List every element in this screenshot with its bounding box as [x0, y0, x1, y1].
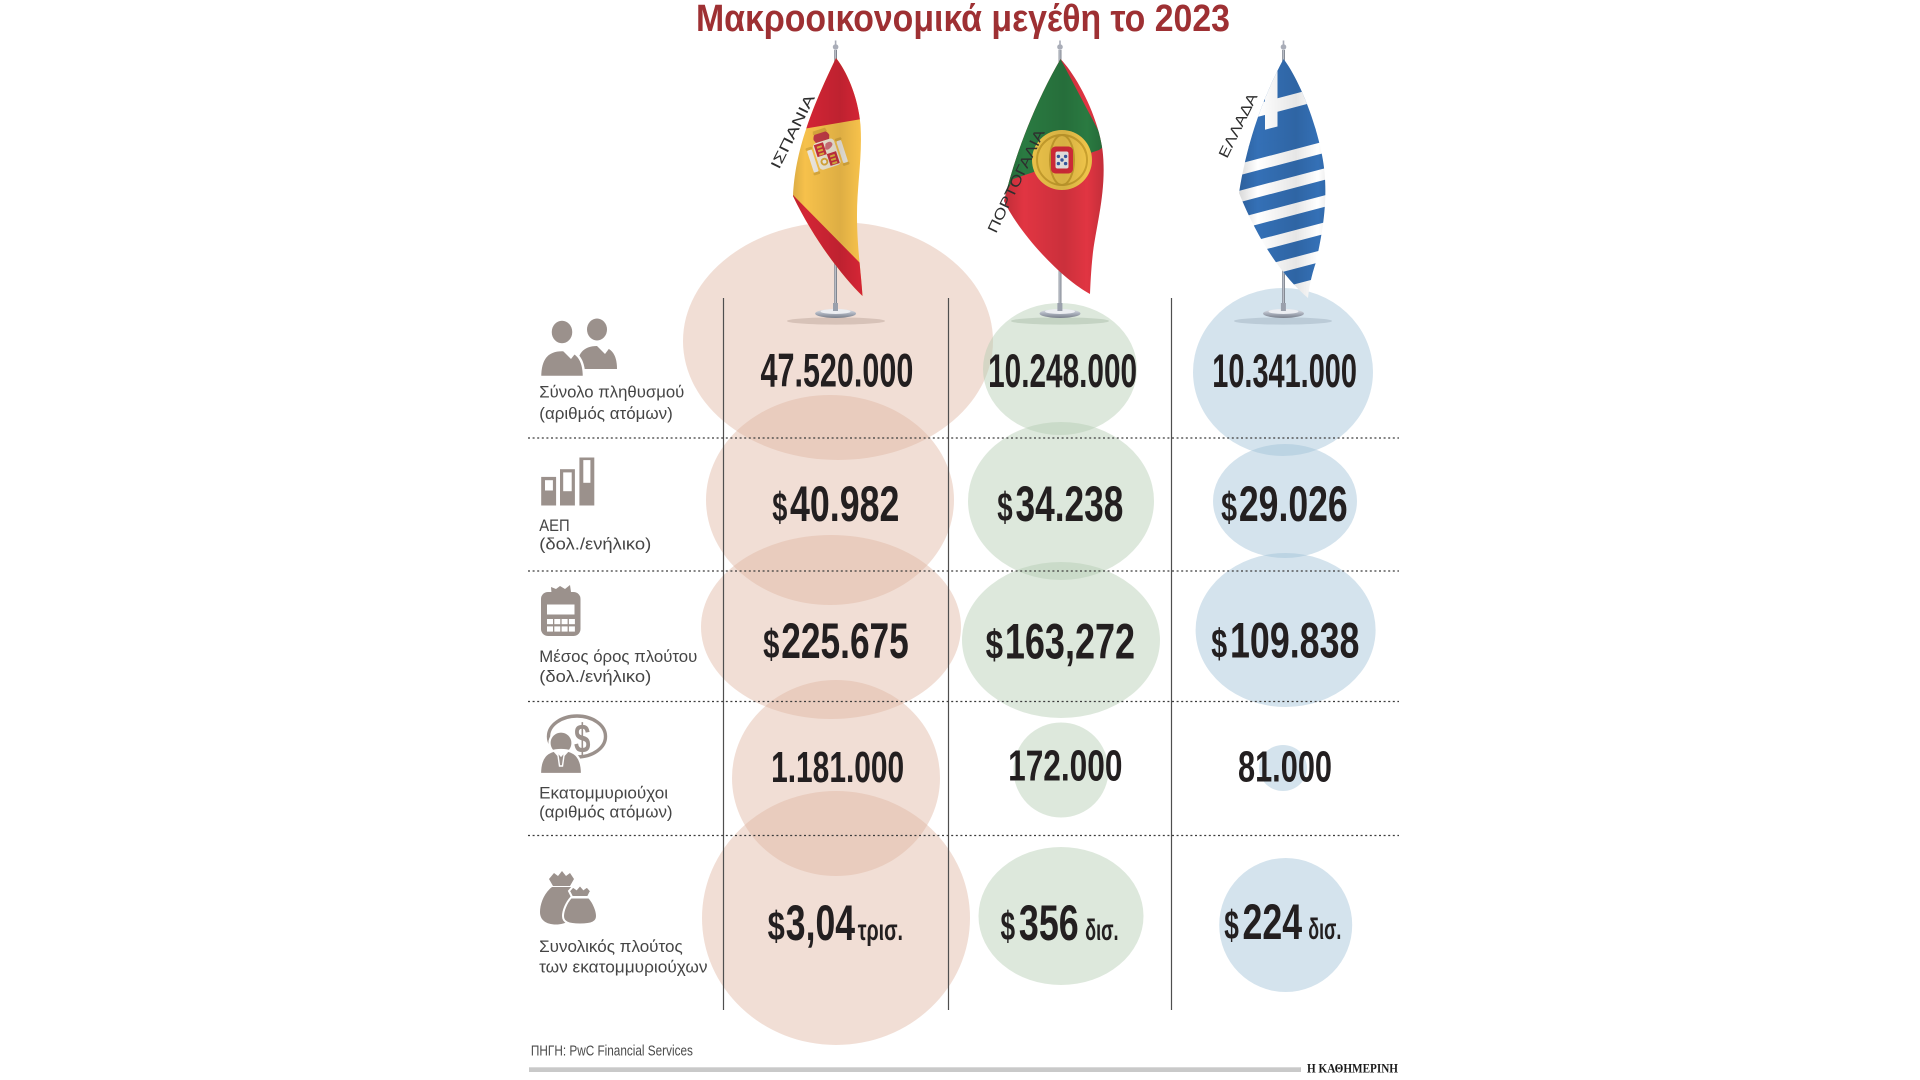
- svg-text:163,272: 163,272: [1005, 614, 1135, 670]
- svg-text:29.026: 29.026: [1239, 476, 1348, 532]
- svg-text:Σύνολο πληθυσμού: Σύνολο πληθυσμού: [539, 384, 684, 402]
- svg-text:1.181.000: 1.181.000: [771, 744, 904, 792]
- svg-text:(δολ./ενήλικο): (δολ./ενήλικο): [539, 668, 651, 686]
- svg-text:$: $: [1211, 621, 1227, 667]
- svg-text:$: $: [986, 622, 1004, 668]
- svg-text:(αριθμός ατόμων): (αριθμός ατόμων): [539, 405, 673, 423]
- svg-text:225.675: 225.675: [781, 613, 909, 669]
- svg-text:$: $: [997, 484, 1013, 530]
- svg-text:$: $: [1001, 903, 1016, 949]
- svg-text:τρισ.: τρισ.: [858, 914, 903, 947]
- svg-text:81.000: 81.000: [1238, 744, 1332, 792]
- svg-text:$: $: [1221, 484, 1237, 530]
- svg-text:Μέσος όρος πλούτου: Μέσος όρος πλούτου: [539, 648, 697, 666]
- svg-text:10.341.000: 10.341.000: [1212, 345, 1357, 398]
- svg-text:Εκατομμυριούχοι: Εκατομμυριούχοι: [539, 785, 668, 803]
- svg-text:3,04: 3,04: [786, 895, 855, 951]
- svg-text:$: $: [768, 903, 785, 949]
- svg-text:ΑΕΠ: ΑΕΠ: [539, 517, 569, 535]
- svg-text:δισ.: δισ.: [1308, 913, 1341, 946]
- svg-text:40.982: 40.982: [790, 476, 899, 532]
- svg-text:(δολ./ενήλικο): (δολ./ενήλικο): [539, 536, 651, 554]
- svg-text:Η ΚΑΘΗΜΕΡΙΝΗ: Η ΚΑΘΗΜΕΡΙΝΗ: [1307, 1061, 1398, 1075]
- svg-text:172.000: 172.000: [1008, 743, 1122, 791]
- svg-text:$: $: [763, 621, 779, 667]
- svg-text:Μακροοικονομικά μεγέθη το 2023: Μακροοικονομικά μεγέθη το 2023: [696, 0, 1230, 40]
- svg-text:47.520.000: 47.520.000: [761, 345, 914, 398]
- svg-text:Συνολικός πλούτος: Συνολικός πλούτος: [539, 938, 683, 956]
- svg-text:(αριθμός ατόμων): (αριθμός ατόμων): [539, 804, 673, 822]
- svg-text:$: $: [772, 484, 787, 530]
- svg-text:$: $: [574, 716, 591, 762]
- svg-text:109.838: 109.838: [1230, 613, 1359, 669]
- svg-text:34.238: 34.238: [1016, 476, 1124, 532]
- svg-text:δισ.: δισ.: [1085, 914, 1119, 947]
- svg-text:των εκατομμυριούχων: των εκατομμυριούχων: [539, 959, 707, 977]
- svg-text:224: 224: [1243, 894, 1303, 950]
- svg-text:ΠΗΓΗ: PwC Financial Services: ΠΗΓΗ: PwC Financial Services: [531, 1044, 693, 1060]
- svg-text:10.248.000: 10.248.000: [988, 345, 1137, 398]
- svg-text:$: $: [1224, 902, 1239, 948]
- svg-text:356: 356: [1019, 895, 1079, 951]
